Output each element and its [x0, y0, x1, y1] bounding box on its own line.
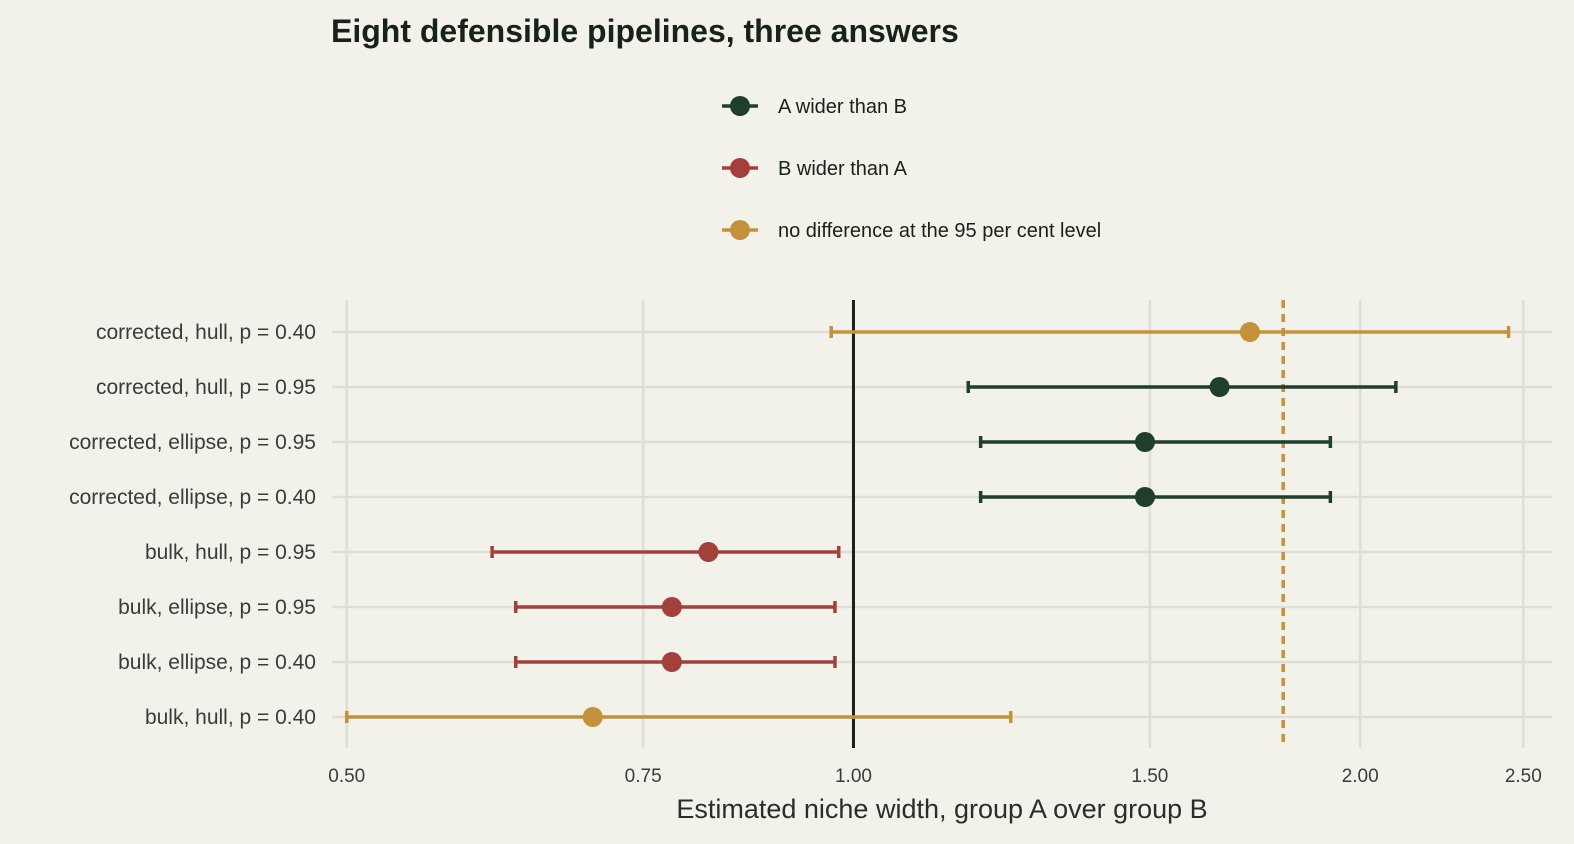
point-estimate — [582, 707, 603, 727]
y-tick-label: bulk, ellipse, p = 0.40 — [118, 651, 316, 674]
pipeline-estimate — [978, 487, 1333, 507]
x-tick-label: 0.50 — [328, 766, 365, 787]
chart-title: Eight defensible pipelines, three answer… — [331, 13, 959, 49]
point-estimate — [661, 652, 682, 672]
legend-label: B wider than A — [778, 158, 908, 180]
pipeline-estimate — [978, 432, 1333, 452]
y-tick-label: corrected, ellipse, p = 0.95 — [69, 431, 316, 454]
point-estimate — [698, 542, 719, 562]
y-tick-label: corrected, hull, p = 0.95 — [96, 376, 316, 399]
pipeline-estimate — [829, 322, 1511, 342]
legend-label: no difference at the 95 per cent level — [778, 220, 1101, 242]
pipeline-estimate — [490, 542, 841, 562]
point-estimate — [1239, 322, 1260, 342]
legend-item: no difference at the 95 per cent level — [722, 220, 1101, 242]
legend-label: A wider than B — [778, 96, 907, 118]
point-estimate — [1209, 377, 1230, 397]
x-tick-label: 2.50 — [1505, 766, 1542, 787]
legend-item: B wider than A — [722, 158, 908, 180]
x-tick-label: 1.00 — [835, 766, 872, 787]
x-tick-label: 2.00 — [1342, 766, 1379, 787]
y-tick-label: corrected, ellipse, p = 0.40 — [69, 486, 316, 509]
point-estimate — [1135, 432, 1156, 452]
y-tick-label: bulk, ellipse, p = 0.95 — [118, 596, 316, 619]
legend-item: A wider than B — [722, 96, 907, 118]
y-tick-label: corrected, hull, p = 0.40 — [96, 321, 316, 344]
legend-marker — [730, 96, 750, 116]
pipeline-estimate — [513, 597, 837, 617]
y-tick-label: bulk, hull, p = 0.95 — [145, 541, 316, 564]
y-tick-label: bulk, hull, p = 0.40 — [145, 706, 316, 729]
point-estimate — [1135, 487, 1156, 507]
legend-marker — [730, 220, 750, 240]
pipeline-estimate — [966, 377, 1398, 397]
x-axis-label: Estimated niche width, group A over grou… — [676, 794, 1207, 824]
pipeline-estimate — [513, 652, 837, 672]
point-estimate — [661, 597, 682, 617]
legend-marker — [730, 158, 750, 178]
pipeline-estimate — [345, 707, 1013, 727]
x-tick-label: 1.50 — [1131, 766, 1168, 787]
x-tick-label: 0.75 — [625, 766, 662, 787]
